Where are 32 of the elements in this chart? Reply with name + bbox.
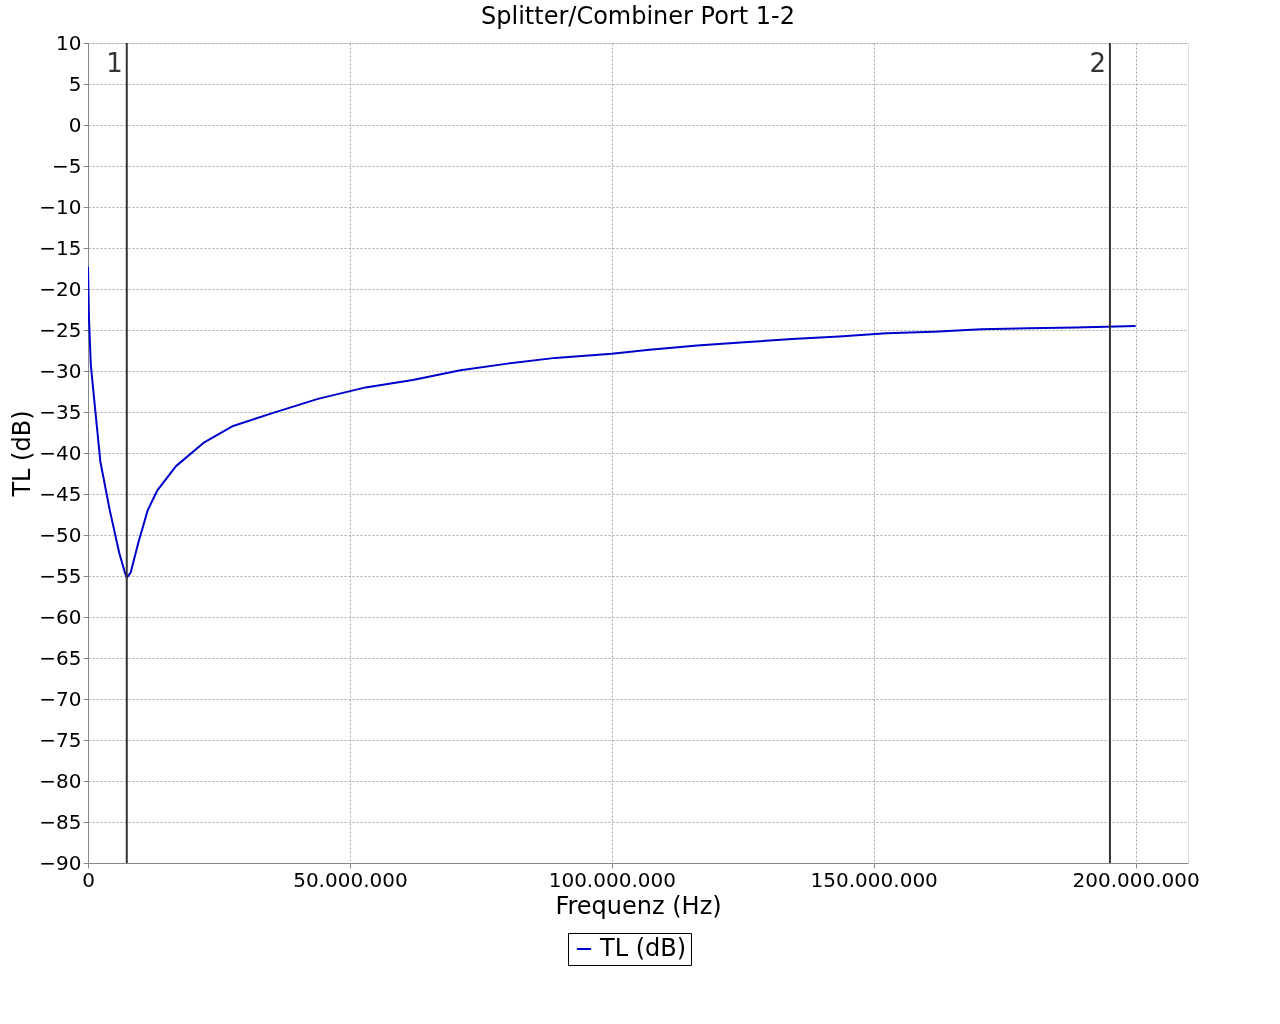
y-tick-label: −70 <box>39 686 82 711</box>
y-tick-label: 5 <box>68 71 82 96</box>
y-tick-label: −10 <box>39 194 82 219</box>
y-tick-label: −65 <box>39 645 82 670</box>
y-tick-label: −35 <box>39 399 82 424</box>
y-tick-label: −55 <box>39 563 82 588</box>
x-tick-label: 150.000.000 <box>810 867 938 892</box>
y-tick-label: −60 <box>39 604 82 629</box>
y-tick-label: −80 <box>39 768 82 793</box>
x-tick-label: 200.000.000 <box>1072 867 1200 892</box>
x-tick-label: 50.000.000 <box>293 867 408 892</box>
chart-title: Splitter/Combiner Port 1-2 <box>481 2 795 30</box>
y-axis-title: TL (dB) <box>8 410 37 498</box>
y-tick-label: −40 <box>39 440 82 465</box>
y-tick-label: 0 <box>68 112 82 137</box>
legend-label: TL (dB) <box>599 934 687 962</box>
line-series <box>88 265 1137 579</box>
y-tick-label: 10 <box>56 30 82 55</box>
x-tick-label: 100.000.000 <box>548 867 676 892</box>
y-tick-label: −25 <box>39 317 82 342</box>
annotation: 1 <box>106 47 123 78</box>
y-tick-label: −45 <box>39 481 82 506</box>
y-tick-label: −5 <box>52 153 82 178</box>
x-axis-title: Frequenz (Hz) <box>555 891 722 920</box>
y-tick-label: −85 <box>39 809 82 834</box>
y-tick-label: −75 <box>39 727 82 752</box>
y-tick-label: −30 <box>39 358 82 383</box>
annotation: 2 <box>1089 47 1106 78</box>
y-tick-label: −90 <box>39 850 82 875</box>
y-tick-label: −15 <box>39 235 82 260</box>
y-tick-label: −50 <box>39 522 82 547</box>
y-tick-label: −20 <box>39 276 82 301</box>
